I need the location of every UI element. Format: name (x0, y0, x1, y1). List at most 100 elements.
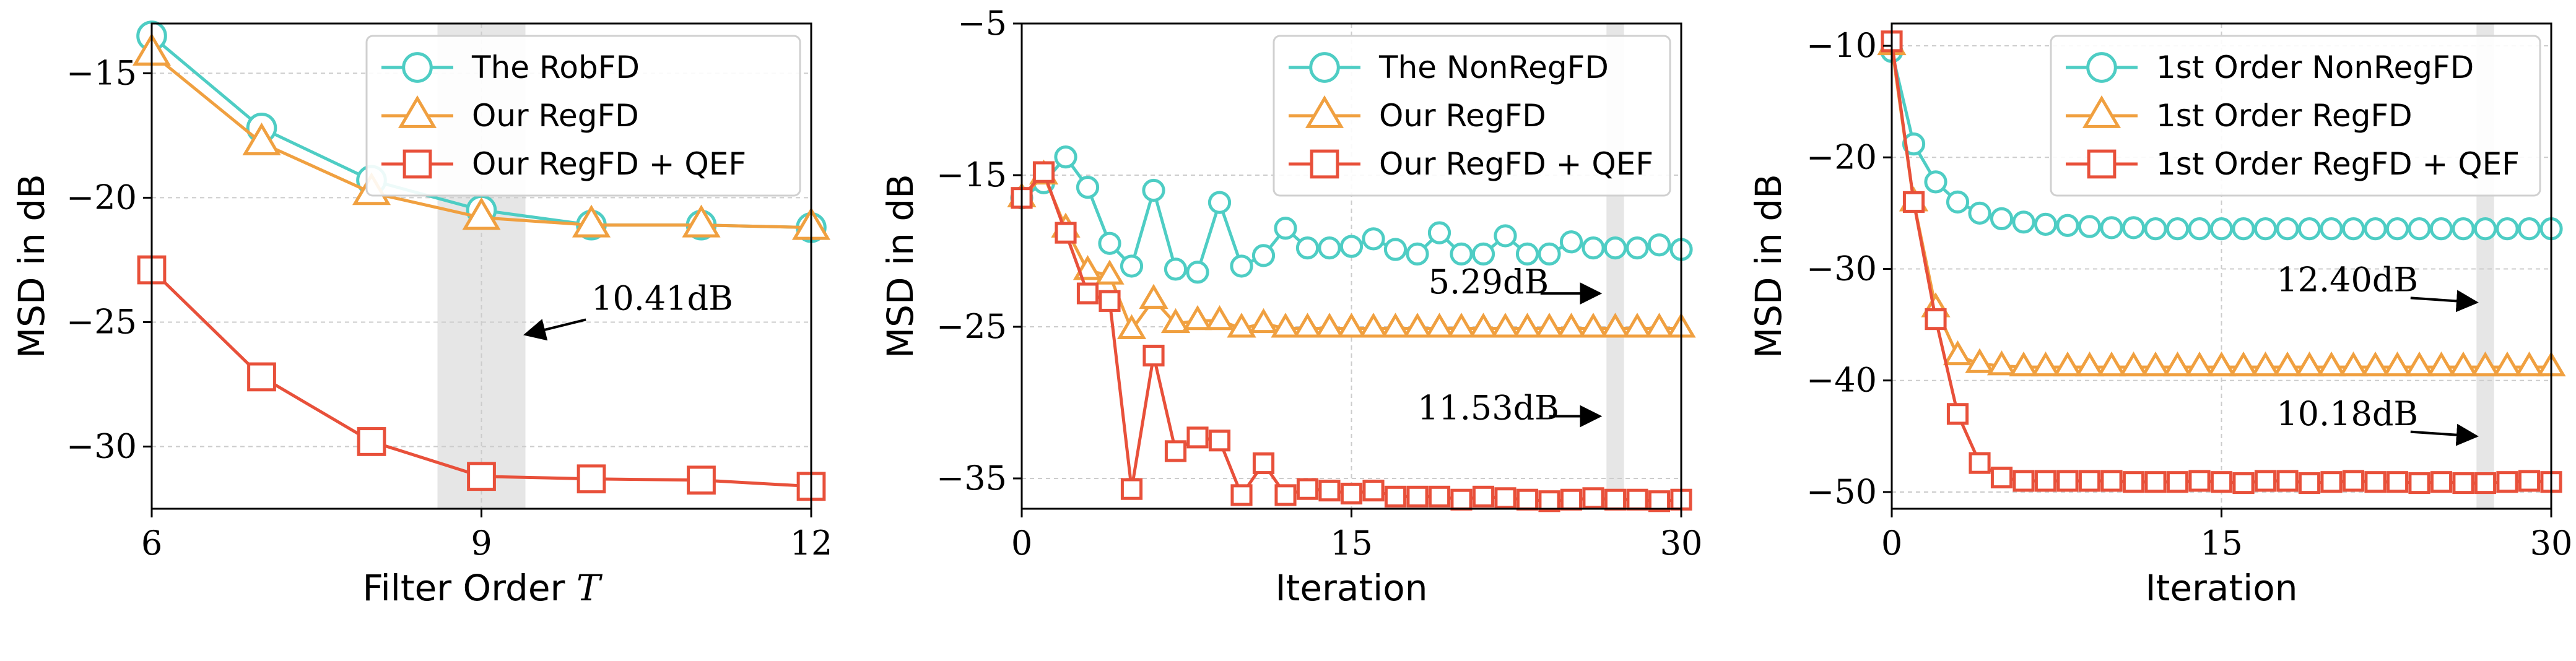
data-point (1424, 313, 1455, 338)
annotation-label: 10.41dB (591, 279, 733, 318)
data-point (1296, 478, 1319, 500)
data-point (2426, 351, 2456, 377)
y-tick-label: −15 (66, 53, 137, 92)
y-tick-label: −50 (1806, 472, 1877, 511)
data-point (1534, 313, 1564, 338)
data-point (2121, 216, 2146, 240)
data-point (2474, 472, 2497, 495)
data-point (1251, 244, 1276, 267)
data-point (2342, 470, 2365, 492)
data-point (1969, 452, 1991, 474)
data-point (2452, 472, 2474, 495)
data-point (2297, 217, 2321, 241)
legend-swatch-marker (1305, 95, 1344, 128)
data-point (2144, 217, 2167, 241)
data-point (1604, 488, 1627, 511)
y-axis-label: MSD in dB (1747, 174, 1790, 358)
data-point (1208, 191, 1232, 214)
data-point (1076, 175, 1100, 199)
data-point (1403, 313, 1432, 338)
data-point (1076, 282, 1099, 305)
data-point (2386, 471, 2409, 493)
legend-label: 1st Order NonRegFD (2156, 50, 2474, 85)
annotation-arrow (523, 318, 586, 341)
data-point (1902, 132, 1926, 156)
annotation-label: 5.29dB (1429, 262, 1549, 301)
data-point (2229, 351, 2258, 377)
data-point (1990, 466, 2013, 489)
panel-iteration-first-order: 12.40dB 10.18dB 0 15 30 −10 −20 −30 −40 −50 Iterat… (1747, 22, 2573, 609)
data-point (1902, 191, 1925, 213)
data-point (2144, 471, 2167, 493)
data-point (1274, 217, 1297, 240)
data-point (1142, 344, 1165, 367)
data-point (2448, 351, 2478, 377)
y-tick-label: −15 (936, 155, 1007, 194)
legend: The RobFD Our RegFD Our RegFD + QEF (365, 35, 801, 197)
data-point (577, 464, 606, 494)
x-tick-label: 12 (790, 524, 833, 563)
data-point (2276, 217, 2299, 241)
data-point (1450, 488, 1473, 511)
data-point (1095, 259, 1125, 285)
data-point (1472, 485, 1495, 508)
data-point (357, 427, 386, 456)
legend-entry: Our RegFD (1289, 95, 1546, 134)
data-point (1362, 227, 1385, 251)
data-point (1336, 313, 1367, 338)
data-point (1359, 313, 1388, 338)
data-point (467, 462, 496, 491)
data-point (2473, 217, 2497, 241)
data-point (1622, 313, 1652, 338)
data-point (1946, 403, 1969, 425)
data-point (1626, 488, 1648, 511)
y-tick-label: −20 (66, 178, 137, 217)
y-axis-label: MSD in dB (11, 174, 53, 358)
data-point (2185, 351, 2214, 377)
panel-iteration-nonreg: 5.29dB 11.53dB 0 15 30 −5 −15 −25 −35 Iteration MS… (879, 4, 1702, 609)
data-point (1556, 313, 1586, 338)
series-our-regfd-qef (1011, 161, 1692, 512)
data-point (2188, 470, 2211, 492)
data-point (2408, 472, 2430, 495)
legend: 1st Order NonRegFD 1st Order RegFD 1st Ord… (2050, 35, 2541, 197)
data-point (2162, 351, 2193, 377)
data-point (1965, 348, 1995, 373)
data-point (1560, 488, 1583, 511)
data-point (1186, 426, 1209, 449)
data-point (2382, 351, 2413, 377)
data-point (1160, 308, 1191, 334)
data-point (1600, 313, 1630, 338)
legend-box (1273, 35, 1671, 197)
annotation-label: 10.18dB (2276, 394, 2418, 433)
data-point (2517, 217, 2541, 241)
x-tick-label: 0 (1881, 524, 1902, 563)
data-point (1924, 170, 1947, 194)
data-point (2074, 351, 2105, 377)
data-point (2364, 217, 2387, 241)
data-point (1515, 242, 1539, 266)
data-point (2141, 351, 2170, 377)
x-tick-label: 30 (2530, 524, 2573, 563)
data-point (2165, 217, 2190, 241)
data-point (247, 362, 276, 392)
legend-entry: Our RegFD + QEF (381, 146, 746, 182)
data-point (2254, 470, 2277, 492)
annotation-label: 11.53dB (1417, 388, 1559, 427)
legend: The NonRegFD Our RegFD Our RegFD + QEF (1273, 35, 1671, 197)
data-point (1648, 490, 1671, 512)
data-point (1968, 201, 1991, 225)
data-point (2100, 470, 2123, 492)
data-point (2118, 351, 2149, 377)
data-point (2404, 351, 2434, 377)
data-point (462, 197, 501, 230)
legend-swatch-marker (402, 149, 432, 179)
legend-swatch-marker (398, 95, 437, 128)
data-point (1099, 290, 1121, 312)
data-point (1384, 485, 1407, 508)
data-point (2078, 215, 2102, 238)
data-point (1494, 487, 1516, 509)
data-point (2430, 471, 2453, 493)
data-point (2056, 470, 2079, 492)
data-point (1450, 242, 1473, 266)
